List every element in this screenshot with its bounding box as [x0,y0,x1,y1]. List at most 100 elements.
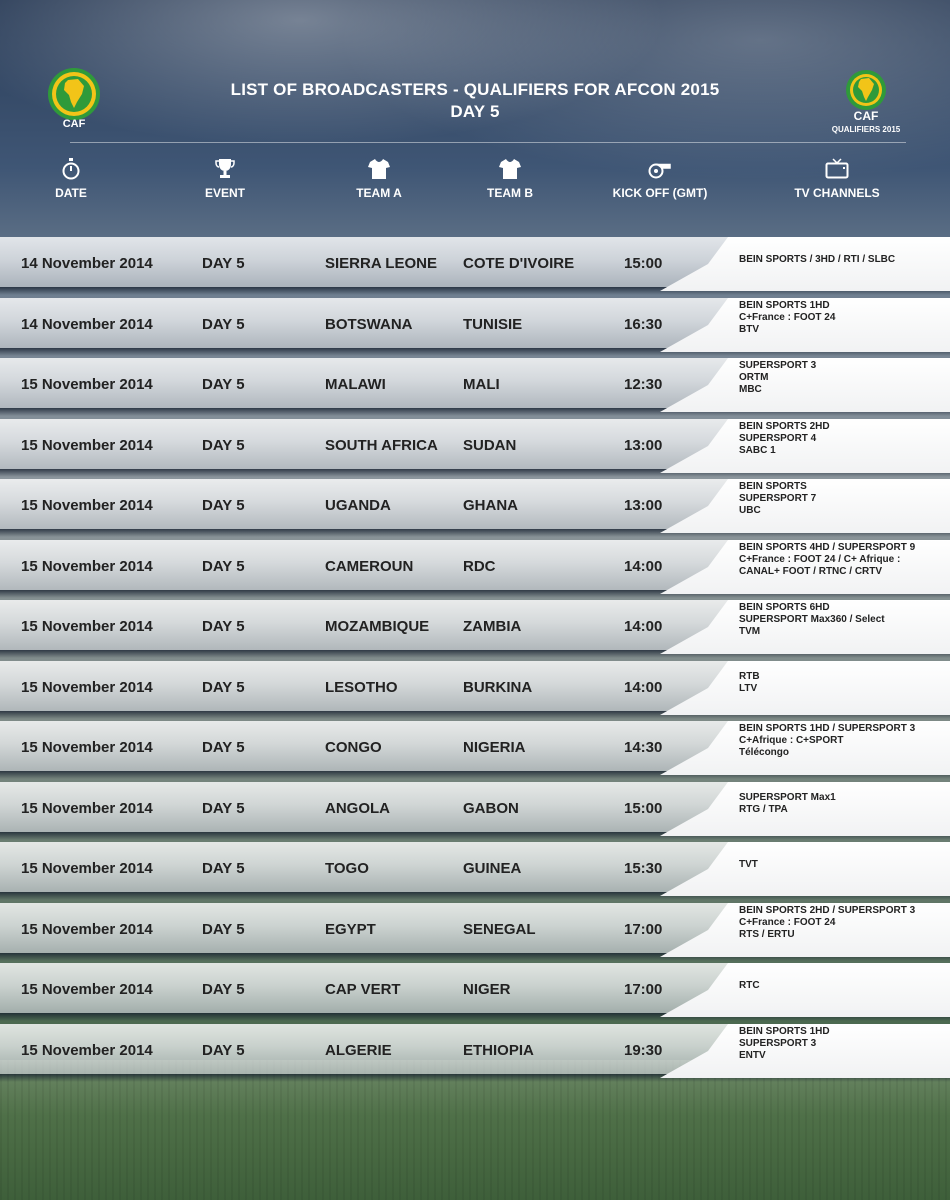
team-b-name: TUNISIE [463,316,523,333]
tv-channel-line: C+France : FOOT 24 / C+ Afrique : [739,554,901,565]
tv-channel-line: Télécongo [739,747,790,758]
tv-channel-line: BEIN SPORTS 2HD / SUPERSPORT 3 [739,905,916,916]
match-event: DAY 5 [202,618,245,635]
match-event: DAY 5 [202,800,245,817]
team-b-name: MALI [463,376,500,393]
team-b-name: SUDAN [463,437,517,454]
tv-channels: RTB LTV [739,671,760,695]
match-date: 15 November 2014 [21,921,153,938]
team-b-name: ETHIOPIA [463,1042,534,1059]
tv-channels: BEIN SPORTS SUPERSPORT 7 UBC [739,481,816,517]
team-a-name: MOZAMBIQUE [325,618,430,635]
kickoff-time: 15:30 [624,860,663,877]
tv-channels: BEIN SPORTS 2HD SUPERSPORT 4 SABC 1 [739,421,830,457]
team-a-name: CONGO [325,739,382,756]
kickoff-time: 17:00 [624,921,663,938]
table-row: 15 November 2014 DAY 5 MALAWI MALI 12:30 SUPE… [0,358,950,416]
tv-channel-line: MBC [739,384,762,395]
tv-channel-line: SUPERSPORT 7 [739,493,817,504]
table-row: 15 November 2014 DAY 5 CAP VERT NIGER 17:00 R… [0,963,950,1021]
tv-channel-line: C+Afrique : C+SPORT [739,735,844,746]
match-event: DAY 5 [202,437,245,454]
kickoff-time: 12:30 [624,376,663,393]
column-header-kickoff: KICK OFF (GMT) [600,158,720,200]
match-event: DAY 5 [202,497,245,514]
match-date: 15 November 2014 [21,860,153,877]
svg-text:QUALIFIERS 2015: QUALIFIERS 2015 [832,125,901,134]
team-b-name: COTE D'IVOIRE [463,255,575,272]
row-shadow [0,711,950,719]
svg-text:CAF: CAF [63,118,86,130]
match-date: 15 November 2014 [21,437,153,454]
table-row: 15 November 2014 DAY 5 MOZAMBIQUE ZAMBIA 14:… [0,600,950,658]
svg-text:CAF: CAF [854,109,879,123]
tv-channel-line: TVT [739,859,758,870]
jersey-icon [368,159,390,179]
tv-channels: BEIN SPORTS 1HD SUPERSPORT 3 ENTV [739,1026,830,1062]
tv-channel-line: SUPERSPORT Max1 [739,792,836,803]
team-b-name: SENEGAL [463,921,536,938]
team-b-name: NIGER [463,981,511,998]
team-a-name: ALGERIE [325,1042,392,1059]
team-a-name: LESOTHO [325,679,398,696]
table-row: 15 November 2014 DAY 5 UGANDA GHANA 13:00 BEI… [0,479,950,537]
tv-channel-line: BEIN SPORTS / 3HD / RTI / SLBC [739,254,896,265]
match-date: 15 November 2014 [21,1042,153,1059]
tv-channels: SUPERSPORT Max1 RTG / TPA [739,792,836,816]
team-a-name: EGYPT [325,921,376,938]
match-date: 15 November 2014 [21,739,153,756]
tv-channels: BEIN SPORTS 2HD / SUPERSPORT 3 C+France :… [739,905,915,941]
team-b-name: NIGERIA [463,739,526,756]
match-event: DAY 5 [202,558,245,575]
tv-channel-line: ORTM [739,372,769,383]
team-b-name: RDC [463,558,496,575]
table-row: 14 November 2014 DAY 5 SIERRA LEONE COTE D'… [0,237,950,295]
table-row: 15 November 2014 DAY 5 TOGO GUINEA 15:30 TVT [0,842,950,900]
row-shadow [0,408,950,416]
tv-channels: RTC [739,980,760,992]
tv-channel-line: BEIN SPORTS 2HD [739,421,830,432]
tv-channel-line: BEIN SPORTS 1HD / SUPERSPORT 3 [739,723,916,734]
row-shadow [0,771,950,779]
team-a-name: CAP VERT [325,981,401,998]
row-shadow [0,650,950,658]
team-b-name: BURKINA [463,679,533,696]
row-shadow [0,892,950,900]
tv-channel-line: RTG / TPA [739,804,788,815]
caf-qualifiers-logo: CAF QUALIFIERS 2015 [832,70,901,134]
team-b-name: ZAMBIA [463,618,522,635]
match-event: DAY 5 [202,981,245,998]
kickoff-time: 13:00 [624,497,663,514]
tv-channel-line: BEIN SPORTS 6HD [739,602,830,613]
kickoff-time: 14:00 [624,618,663,635]
match-date: 15 November 2014 [21,679,153,696]
team-b-name: GABON [463,800,519,817]
caf-logo: CAF [48,68,100,130]
tv-channel-line: BTV [739,324,759,335]
team-a-name: MALAWI [325,376,386,393]
kickoff-time: 15:00 [624,800,663,817]
tv-channel-line: BEIN SPORTS 1HD [739,1026,830,1037]
table-row: 15 November 2014 DAY 5 CONGO NIGERIA 14:30 BE… [0,721,950,779]
tv-icon [825,158,849,179]
tv-channels: TVT [739,859,758,871]
match-date: 14 November 2014 [21,316,153,333]
stopwatch-icon [62,158,80,180]
match-event: DAY 5 [202,255,245,272]
table-row: 15 November 2014 DAY 5 LESOTHO BURKINA 14:00… [0,661,950,719]
team-b-name: GUINEA [463,860,522,877]
column-header-date: DATE [31,158,111,200]
row-shadow [0,590,950,598]
team-a-name: ANGOLA [325,800,390,817]
column-header-tv: TV CHANNELS [777,158,897,200]
match-event: DAY 5 [202,376,245,393]
tv-channel-line: TVM [739,626,761,637]
tv-channel-line: BEIN SPORTS 4HD / SUPERSPORT 9 [739,542,916,553]
table-row: 15 November 2014 DAY 5 EGYPT SENEGAL 17:00 BE… [0,903,950,961]
tv-channel-line: RTB [739,671,760,682]
match-event: DAY 5 [202,739,245,756]
tv-channel-line: ENTV [739,1050,766,1061]
tv-channels: SUPERSPORT 3 ORTM MBC [739,360,816,396]
kickoff-time: 14:00 [624,679,663,696]
tv-channels: BEIN SPORTS 1HD C+France : FOOT 24 BTV [739,300,835,336]
